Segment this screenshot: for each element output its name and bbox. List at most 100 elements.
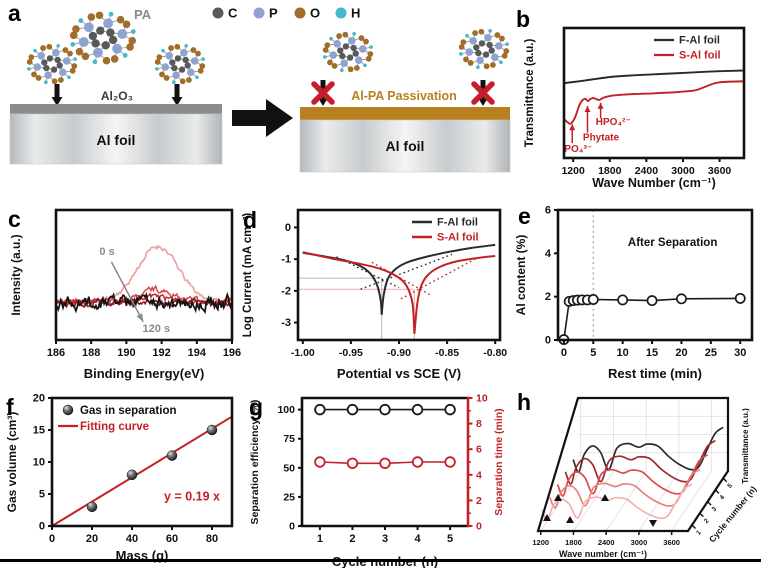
svg-text:8: 8: [476, 418, 482, 430]
panel-g-letter: g: [249, 394, 264, 420]
svg-text:5: 5: [39, 489, 45, 501]
svg-text:6: 6: [545, 205, 551, 217]
svg-text:HPO₄²⁻: HPO₄²⁻: [596, 117, 631, 128]
al-foil-block: [9, 113, 223, 165]
svg-text:194: 194: [188, 347, 207, 359]
svg-text:10: 10: [33, 457, 45, 469]
svg-text:1200: 1200: [532, 538, 549, 547]
svg-text:3600: 3600: [663, 538, 680, 547]
peak-marker-up: [566, 516, 574, 523]
svg-text:2400: 2400: [635, 165, 659, 177]
panel-b-ftir-chart: PO₄³⁻Phytate HPO₄²⁻ 1200 1800 2400 3000 3600Wa…: [524, 26, 746, 190]
svg-text:1800: 1800: [565, 538, 582, 547]
blocked-cross-icon: [311, 81, 335, 105]
svg-text:2: 2: [545, 291, 551, 303]
blocked-cross-icon: [471, 81, 495, 105]
svg-text:60: 60: [166, 533, 178, 545]
svg-text:PA: PA: [134, 7, 152, 22]
panel-c-xps-chart: 0 s 120 s 186 188 190 192 194 196 Binding Energy…: [9, 208, 241, 381]
svg-text:Gas volume (cm³): Gas volume (cm³): [5, 412, 19, 513]
svg-text:4: 4: [545, 248, 552, 260]
pa-molecule: [26, 43, 78, 85]
svg-text:Log Current (mA cm⁻²): Log Current (mA cm⁻²): [242, 213, 254, 338]
right-arrow: [232, 99, 293, 137]
svg-text:PO₄³⁻: PO₄³⁻: [564, 144, 592, 155]
svg-text:3600: 3600: [708, 165, 732, 177]
svg-text:F-Al foil: F-Al foil: [679, 35, 720, 47]
svg-text:10: 10: [617, 347, 629, 359]
svg-text:Wave number (cm⁻¹): Wave number (cm⁻¹): [559, 549, 647, 559]
svg-text:30: 30: [734, 347, 746, 359]
svg-text:Phytate: Phytate: [583, 132, 620, 143]
panel-b-letter: b: [516, 6, 531, 32]
svg-text:4: 4: [719, 494, 727, 502]
svg-text:2: 2: [349, 533, 355, 545]
svg-text:2: 2: [476, 495, 482, 507]
svg-text:-1: -1: [281, 254, 291, 266]
svg-text:3000: 3000: [631, 538, 648, 547]
svg-text:1800: 1800: [598, 165, 622, 177]
svg-text:Rest time (min): Rest time (min): [608, 366, 702, 381]
svg-text:Separation efficiency (%): Separation efficiency (%): [249, 400, 261, 525]
panel-f-gasvolume-chart: y = 0.19 x Gas in separation Fitting curve…: [5, 393, 234, 563]
svg-text:0: 0: [476, 521, 482, 533]
svg-text:0: 0: [285, 222, 291, 234]
svg-text:196: 196: [223, 347, 241, 359]
svg-text:-0.85: -0.85: [435, 347, 459, 359]
svg-text:4: 4: [414, 533, 421, 545]
svg-text:Al content (%): Al content (%): [514, 235, 528, 316]
svg-text:190: 190: [117, 347, 135, 359]
pa-molecule: [69, 11, 137, 65]
svg-text:Fitting curve: Fitting curve: [80, 421, 149, 433]
svg-text:C: C: [228, 6, 238, 21]
svg-text:3: 3: [711, 506, 719, 514]
atom-legend-dot-O: [294, 7, 306, 19]
svg-text:Transmittance (a.u.): Transmittance (a.u.): [741, 408, 750, 484]
peak-marker-up: [554, 494, 562, 501]
svg-text:5: 5: [590, 347, 596, 359]
svg-text:0: 0: [49, 533, 55, 545]
svg-text:120 s: 120 s: [143, 323, 171, 335]
svg-text:F-Al foil: F-Al foil: [437, 217, 478, 229]
panel-f-letter: f: [6, 394, 14, 420]
svg-text:Gas in separation: Gas in separation: [80, 405, 177, 417]
svg-text:S-Al foil: S-Al foil: [437, 232, 479, 244]
svg-text:25: 25: [283, 491, 295, 503]
pa-molecule: [154, 43, 206, 85]
svg-text:H: H: [351, 6, 360, 21]
svg-text:-1.00: -1.00: [291, 347, 315, 359]
svg-text:3: 3: [382, 533, 388, 545]
svg-text:25: 25: [705, 347, 717, 359]
svg-text:-0.80: -0.80: [483, 347, 507, 359]
al2o3-layer: [10, 104, 222, 114]
svg-text:Al foil: Al foil: [386, 138, 425, 154]
svg-text:Al foil: Al foil: [97, 132, 136, 148]
svg-text:S-Al foil: S-Al foil: [679, 50, 721, 62]
panel-a-letter: a: [8, 0, 21, 26]
atom-legend-dot-C: [212, 7, 224, 19]
svg-text:10: 10: [476, 393, 488, 405]
svg-text:186: 186: [47, 347, 65, 359]
svg-text:1: 1: [695, 529, 703, 537]
svg-text:P: P: [269, 6, 278, 21]
panel-a-schematic: C P O H PA Al₂O₃ Al foil Al foil Al-PA Passivati…: [9, 6, 511, 173]
atom-legend-dot-P: [253, 7, 265, 19]
panel-e-alcontent-chart: After Separation 0 5 10 15 20 25 30 0 2 4 6 Rest tim…: [514, 205, 754, 381]
bottom-rule: [0, 559, 761, 562]
peak-marker-up: [601, 494, 609, 501]
svg-text:1: 1: [317, 533, 323, 545]
svg-text:15: 15: [646, 347, 658, 359]
svg-text:2: 2: [703, 517, 711, 525]
svg-text:0: 0: [39, 521, 45, 533]
svg-text:Potential vs SCE (V): Potential vs SCE (V): [337, 366, 461, 381]
svg-text:-3: -3: [281, 317, 291, 329]
peak-marker-down: [649, 520, 657, 527]
peak-marker-up: [543, 514, 551, 521]
svg-text:Wave Number (cm⁻¹): Wave Number (cm⁻¹): [592, 176, 716, 190]
svg-text:2400: 2400: [598, 538, 615, 547]
svg-text:20: 20: [86, 533, 98, 545]
svg-text:Al-PA Passivation: Al-PA Passivation: [351, 89, 457, 103]
svg-text:Separation time (min): Separation time (min): [493, 408, 505, 515]
pa-molecule: [322, 31, 374, 73]
